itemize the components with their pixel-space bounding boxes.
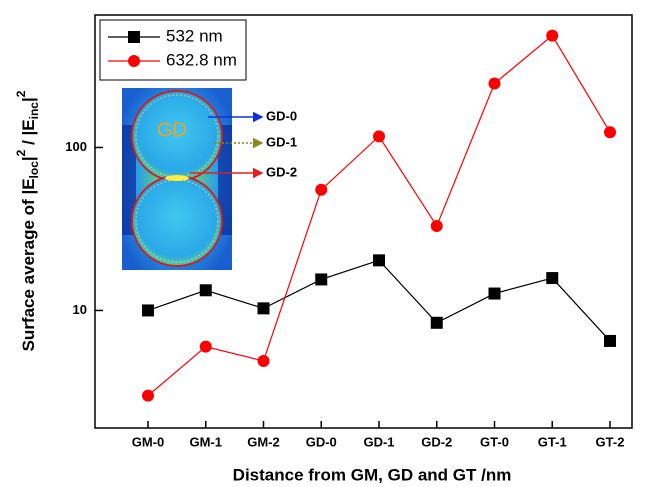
marker: [142, 389, 154, 402]
marker: [488, 287, 501, 300]
y-title-sup: 2: [14, 90, 28, 97]
legend-label: 632.8 nm: [166, 50, 237, 69]
series-line: [147, 259, 611, 342]
y-title-part: / |E: [19, 119, 38, 149]
y-title-sub: inc: [27, 102, 41, 120]
inset-shade: [218, 125, 232, 235]
y-tick-label: 100: [65, 139, 87, 154]
inset-annotation: GD-0: [266, 108, 297, 123]
marker: [257, 302, 270, 315]
legend-label: 532 nm: [166, 26, 223, 45]
x-axis-title: Distance from GM, GD and GT /nm: [233, 465, 512, 484]
marker: [430, 219, 443, 232]
marker: [373, 254, 385, 267]
inset-shade: [122, 125, 136, 235]
inset-annotation: GD-2: [266, 164, 297, 179]
marker: [430, 316, 443, 329]
legend-marker: [128, 55, 140, 67]
inset-annotation: GD-1: [266, 134, 297, 149]
inset-hotspot: [165, 175, 189, 181]
marker: [199, 284, 212, 297]
marker: [488, 77, 501, 90]
y-title-sub: loc: [27, 161, 41, 179]
y-title-sup: 2: [14, 149, 28, 156]
marker: [315, 273, 328, 286]
marker: [546, 29, 559, 42]
inset-image: GD GD-0 GD-1 GD-2: [122, 88, 297, 270]
legend-marker: [128, 31, 140, 43]
marker: [257, 354, 270, 367]
inset-label: GD: [157, 119, 187, 141]
marker: [604, 334, 616, 347]
x-tick-label: GM-1: [190, 434, 223, 449]
y-title-part: |: [19, 156, 38, 161]
x-tick-label: GT-1: [538, 434, 567, 449]
y-title-part: |: [19, 97, 38, 102]
x-tick-label: GT-2: [596, 434, 625, 449]
marker: [199, 340, 212, 353]
legend: 532 nm 632.8 nm: [99, 19, 247, 81]
x-tick-label: GM-2: [247, 434, 280, 449]
x-tick-label: GM-0: [132, 434, 165, 449]
x-tick-label: GD-0: [306, 434, 337, 449]
x-tick-label: GD-2: [421, 434, 452, 449]
y-tick-label: 10: [73, 302, 87, 317]
marker: [546, 272, 559, 285]
inset-sphere: [131, 175, 223, 267]
legend-box: [99, 19, 247, 81]
y-axis-title: Surface average of |Eloc|2 / |Einc|2: [14, 90, 41, 351]
marker: [604, 126, 616, 139]
x-tick-label: GD-1: [363, 434, 394, 449]
y-title-part: Surface average of |E: [19, 178, 38, 351]
plot-frame: [94, 14, 633, 429]
marker: [373, 130, 385, 143]
marker: [142, 304, 154, 317]
marker: [315, 183, 328, 196]
x-tick-label: GT-0: [480, 434, 509, 449]
